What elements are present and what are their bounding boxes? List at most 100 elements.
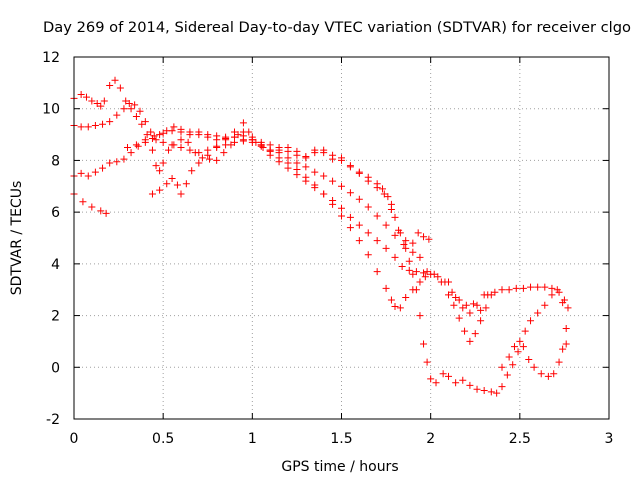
data-point (364, 203, 372, 211)
data-point (204, 151, 212, 159)
data-point (416, 312, 424, 320)
data-point (445, 291, 452, 299)
data-point (257, 142, 265, 150)
data-point (338, 154, 345, 162)
data-point (382, 284, 390, 292)
data-point (555, 358, 563, 366)
data-point (184, 138, 192, 146)
data-point (405, 257, 413, 265)
data-point (505, 353, 513, 361)
data-point (320, 190, 328, 198)
data-point (373, 184, 381, 192)
data-point (510, 343, 518, 351)
data-point (127, 149, 135, 157)
data-point (498, 383, 506, 391)
data-point (382, 221, 390, 229)
data-point (414, 229, 422, 237)
series-track-a (70, 190, 110, 217)
data-point (346, 224, 354, 232)
data-point (329, 155, 337, 163)
data-point (234, 131, 242, 139)
data-point (152, 162, 160, 170)
data-point (141, 118, 149, 126)
data-point (213, 136, 221, 144)
data-point (173, 181, 181, 189)
data-point (102, 209, 110, 217)
data-point (409, 270, 417, 278)
data-point (188, 167, 196, 175)
data-point (99, 120, 107, 128)
data-point (93, 100, 101, 108)
data-point (106, 118, 114, 126)
data-point (493, 389, 501, 397)
data-point (487, 291, 495, 299)
data-point (402, 237, 410, 245)
data-point (170, 123, 178, 131)
data-point (425, 235, 433, 243)
data-point (459, 376, 467, 384)
data-point (138, 120, 146, 128)
data-point (182, 180, 190, 188)
data-point (329, 177, 337, 185)
data-point (427, 375, 435, 383)
data-point (195, 131, 203, 139)
data-point (491, 288, 499, 296)
data-point (346, 213, 354, 221)
data-point (77, 169, 85, 177)
data-point (409, 248, 417, 256)
data-point (198, 154, 206, 162)
data-point (421, 273, 429, 281)
data-point (355, 221, 363, 229)
data-point (220, 149, 228, 157)
data-point (293, 147, 301, 155)
data-point (379, 185, 387, 193)
data-point (541, 283, 549, 291)
data-point (355, 169, 363, 177)
data-point (84, 123, 92, 131)
data-point (498, 363, 506, 371)
y-tick-label: 10 (42, 102, 60, 118)
data-point (338, 182, 345, 190)
data-point (222, 136, 230, 144)
data-point (416, 253, 424, 261)
y-axis-label: SDTVAR / TECUs (9, 181, 25, 296)
data-point (445, 372, 452, 380)
x-axis-label: GPS time / hours (281, 459, 398, 475)
data-point (455, 314, 463, 322)
data-point (106, 81, 114, 89)
data-point (521, 327, 529, 335)
y-tick-label: 0 (51, 360, 60, 376)
data-point (284, 159, 292, 167)
data-point (423, 268, 431, 276)
data-point (391, 231, 399, 239)
data-point (163, 180, 171, 188)
data-point (99, 164, 107, 172)
data-point (134, 142, 142, 150)
data-point (125, 100, 133, 108)
data-point (461, 327, 469, 335)
data-point (416, 278, 424, 286)
data-point (91, 122, 99, 130)
data-point (373, 268, 381, 276)
data-point (445, 278, 452, 286)
data-point (462, 301, 470, 309)
data-point (550, 370, 558, 378)
data-point (191, 149, 199, 157)
data-point (120, 105, 128, 113)
data-point (398, 262, 406, 270)
data-point (562, 325, 570, 332)
data-point (148, 190, 156, 198)
data-point (346, 189, 354, 197)
data-point (165, 146, 173, 154)
data-point (420, 233, 428, 241)
data-point (156, 186, 164, 194)
data-point (482, 304, 490, 312)
data-point (355, 237, 363, 245)
data-point (122, 97, 130, 105)
data-point (293, 159, 301, 167)
data-point (275, 154, 283, 162)
data-point (412, 268, 420, 276)
data-point (473, 301, 481, 309)
data-point (177, 125, 185, 133)
